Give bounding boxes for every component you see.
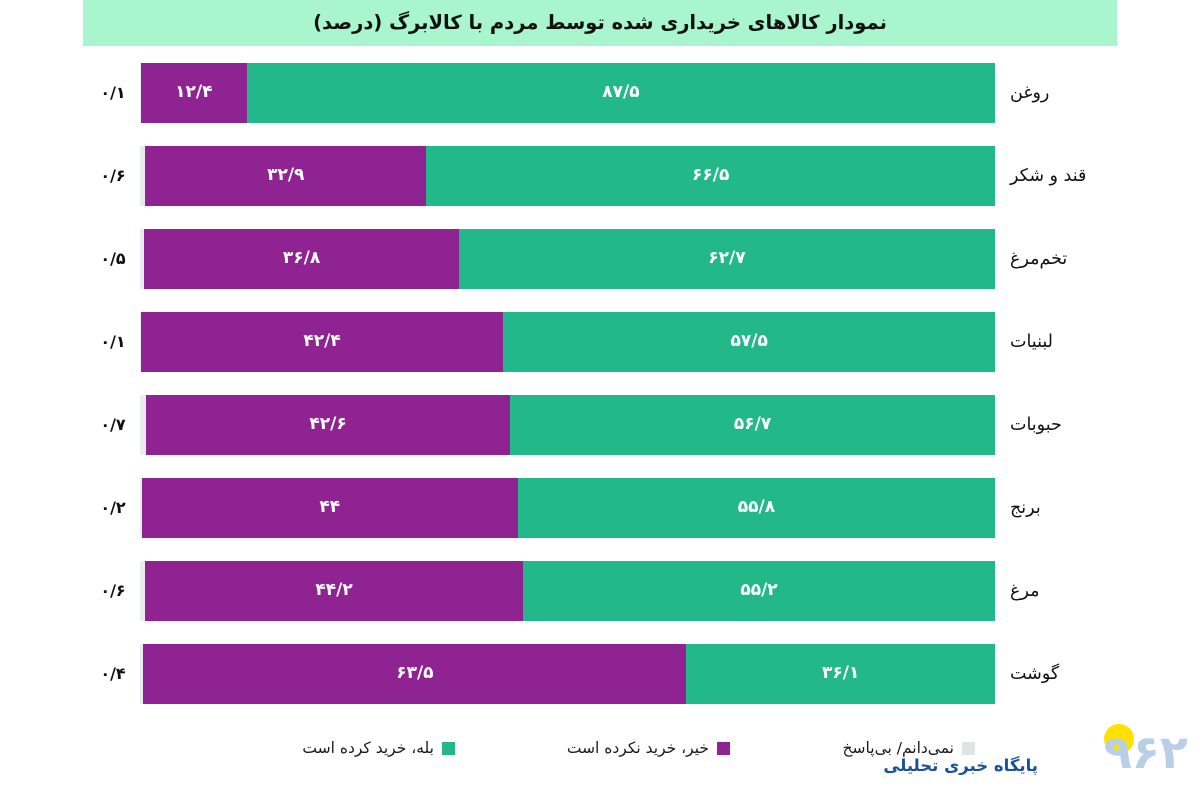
bar-segment-no-value: ۴۴/۲ xyxy=(315,580,353,600)
bar-segment-no-value: ۶۳/۵ xyxy=(396,663,434,683)
legend-item-no[interactable]: خیر، خرید نکرده است xyxy=(567,735,730,761)
bar-segment-dontknow[interactable] xyxy=(140,395,146,455)
chart-plot-area: ۰/۱ ۱۲/۴ ۸۷/۵ روغن ۰/۶ ۳۲/۹ ۶۶/۵ قند و شکر ۰/۵ ۳۶… xyxy=(0,52,1200,712)
bar-track: ۶۳/۵ ۳۶/۱ xyxy=(140,644,995,704)
bar-segment-yes-value: ۶۲/۷ xyxy=(708,248,746,268)
bar-segment-yes[interactable]: ۵۵/۸ xyxy=(517,478,995,538)
bar-segment-no[interactable]: ۶۳/۵ xyxy=(143,644,687,704)
bar-dontknow-value-label: ۰/۱ xyxy=(100,83,126,102)
bar-segment-yes-value: ۸۷/۵ xyxy=(602,82,640,102)
bar-segment-no[interactable]: ۳۲/۹ xyxy=(145,146,427,206)
bar-segment-yes-value: ۵۶/۷ xyxy=(733,414,772,434)
bar-segment-no[interactable]: ۳۶/۸ xyxy=(144,229,459,289)
bar-track: ۳۲/۹ ۶۶/۵ xyxy=(140,146,995,206)
bar-segment-no-value: ۴۲/۶ xyxy=(309,414,347,434)
bar-segment-dontknow[interactable] xyxy=(140,561,146,621)
bar-dontknow-value-label: ۰/۲ xyxy=(100,498,126,517)
bar-segment-yes-value: ۶۶/۵ xyxy=(692,165,730,185)
bar-segment-no-value: ۳۶/۸ xyxy=(282,248,321,268)
category-label: روغن xyxy=(1010,83,1050,103)
legend-label-dontknow: نمی‌دانم/ بی‌پاسخ xyxy=(842,739,954,757)
bar-segment-dontknow[interactable] xyxy=(140,63,141,123)
chart-row: ۰/۴ ۶۳/۵ ۳۶/۱ گوشت xyxy=(0,633,1200,716)
bar-segment-dontknow[interactable] xyxy=(140,312,141,372)
bar-track: ۴۴ ۵۵/۸ xyxy=(140,478,995,538)
legend-item-dontknow[interactable]: نمی‌دانم/ بی‌پاسخ xyxy=(843,735,975,761)
category-label: برنج xyxy=(1010,498,1041,518)
legend-item-yes[interactable]: بله، خرید کرده است xyxy=(302,735,455,761)
bar-track: ۱۲/۴ ۸۷/۵ xyxy=(140,63,995,123)
chart-row: ۰/۱ ۴۲/۴ ۵۷/۵ لبنیات xyxy=(0,301,1200,384)
legend-swatch-yes-icon xyxy=(442,741,455,755)
watermark-dot-icon xyxy=(1104,724,1134,754)
bar-segment-no-value: ۴۲/۴ xyxy=(303,331,341,351)
bar-track: ۴۴/۲ ۵۵/۲ xyxy=(140,561,995,621)
chart-row: ۰/۵ ۳۶/۸ ۶۲/۷ تخم‌مرغ xyxy=(0,218,1200,301)
watermark-logo-text: ۹۶۲ xyxy=(1103,725,1190,779)
chart-row: ۰/۶ ۳۲/۹ ۶۶/۵ قند و شکر xyxy=(0,135,1200,218)
bar-segment-yes[interactable]: ۸۷/۵ xyxy=(246,63,995,123)
bar-segment-yes-value: ۵۷/۵ xyxy=(730,331,768,351)
bar-track: ۴۲/۶ ۵۶/۷ xyxy=(140,395,995,455)
bar-segment-yes-value: ۵۵/۸ xyxy=(737,497,776,517)
bar-dontknow-value-label: ۰/۵ xyxy=(100,249,126,268)
bar-segment-dontknow[interactable] xyxy=(140,146,146,206)
page-title: نمودار کالاهای خریداری شده توسط مردم با … xyxy=(313,10,887,34)
bar-segment-yes[interactable]: ۳۶/۱ xyxy=(686,644,995,704)
chart-row: ۰/۱ ۱۲/۴ ۸۷/۵ روغن xyxy=(0,52,1200,135)
bar-dontknow-value-label: ۰/۱ xyxy=(100,332,126,351)
bar-dontknow-value-label: ۰/۴ xyxy=(100,664,126,683)
watermark-logo-icon: ۹۶۲ xyxy=(1038,722,1190,784)
chart-legend: بله، خرید کرده است خیر، خرید نکرده است ن… xyxy=(0,735,1200,775)
chart-title-band: نمودار کالاهای خریداری شده توسط مردم با … xyxy=(83,0,1117,46)
bar-segment-yes[interactable]: ۵۶/۷ xyxy=(510,395,995,455)
chart-row: ۰/۲ ۴۴ ۵۵/۸ برنج xyxy=(0,467,1200,550)
bar-segment-yes-value: ۵۵/۲ xyxy=(740,580,778,600)
category-label: گوشت xyxy=(1010,664,1060,684)
bar-segment-yes[interactable]: ۵۷/۵ xyxy=(503,312,995,372)
legend-label-yes: بله، خرید کرده است xyxy=(302,739,434,757)
site-watermark: ۹۶۲ پایگاه خبری تحلیلی xyxy=(883,722,1190,796)
bar-dontknow-value-label: ۰/۶ xyxy=(100,581,126,600)
bar-track: ۴۲/۴ ۵۷/۵ xyxy=(140,312,995,372)
bar-segment-no[interactable]: ۴۴ xyxy=(141,478,518,538)
legend-label-no: خیر، خرید نکرده است xyxy=(566,739,709,757)
bar-dontknow-value-label: ۰/۶ xyxy=(100,166,126,185)
bar-segment-yes[interactable]: ۶۶/۵ xyxy=(426,146,995,206)
bar-segment-yes[interactable]: ۵۵/۲ xyxy=(523,561,995,621)
category-label: تخم‌مرغ xyxy=(1010,249,1068,269)
chart-row: ۰/۶ ۴۴/۲ ۵۵/۲ مرغ xyxy=(0,550,1200,633)
bar-segment-no[interactable]: ۱۲/۴ xyxy=(140,63,247,123)
bar-segment-yes-value: ۳۶/۱ xyxy=(821,663,860,683)
chart-row: ۰/۷ ۴۲/۶ ۵۶/۷ حبوبات xyxy=(0,384,1200,467)
bar-dontknow-value-label: ۰/۷ xyxy=(100,415,126,434)
category-label: مرغ xyxy=(1010,581,1040,601)
legend-swatch-dontknow-icon xyxy=(962,741,975,755)
bar-segment-no[interactable]: ۴۴/۲ xyxy=(145,561,524,621)
bar-segment-dontknow[interactable] xyxy=(140,478,142,538)
category-label: قند و شکر xyxy=(1010,166,1087,186)
legend-swatch-no-icon xyxy=(717,741,730,755)
watermark-tagline: پایگاه خبری تحلیلی xyxy=(883,756,1038,775)
bar-segment-no-value: ۴۴ xyxy=(319,497,341,517)
bar-segment-no-value: ۱۲/۴ xyxy=(175,82,213,102)
category-label: لبنیات xyxy=(1010,332,1053,352)
bar-segment-no-value: ۳۲/۹ xyxy=(267,165,305,185)
bar-track: ۳۶/۸ ۶۲/۷ xyxy=(140,229,995,289)
bar-segment-no[interactable]: ۴۲/۴ xyxy=(140,312,504,372)
bar-segment-yes[interactable]: ۶۲/۷ xyxy=(458,229,995,289)
bar-segment-dontknow[interactable] xyxy=(140,229,145,289)
category-label: حبوبات xyxy=(1010,415,1062,435)
bar-segment-dontknow[interactable] xyxy=(140,644,144,704)
bar-segment-no[interactable]: ۴۲/۶ xyxy=(145,395,511,455)
